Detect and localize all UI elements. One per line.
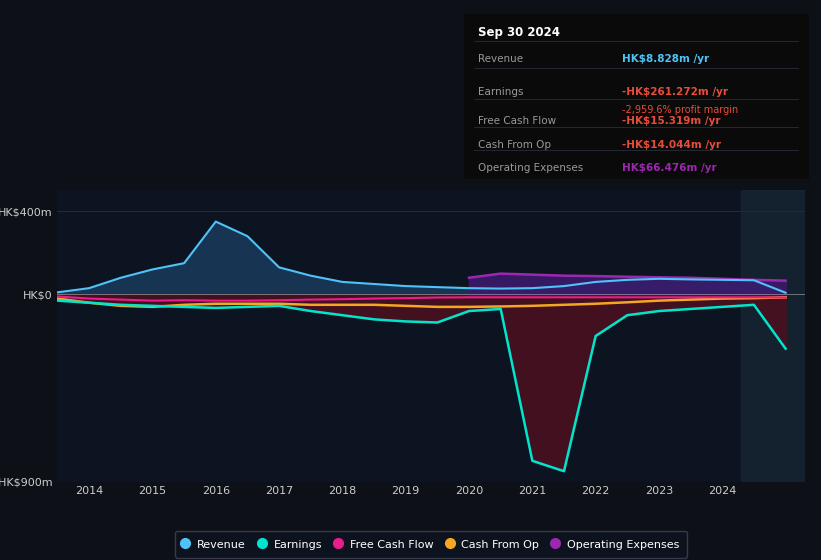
Text: Sep 30 2024: Sep 30 2024 [478,26,560,39]
Text: Revenue: Revenue [478,54,523,64]
Text: -HK$14.044m /yr: -HK$14.044m /yr [622,139,722,150]
Text: HK$8.828m /yr: HK$8.828m /yr [622,54,709,64]
Bar [741,190,805,482]
Text: Earnings: Earnings [478,87,523,97]
Text: -HK$261.272m /yr: -HK$261.272m /yr [622,87,728,97]
Text: -2,959.6% profit margin: -2,959.6% profit margin [622,105,739,115]
Legend: Revenue, Earnings, Free Cash Flow, Cash From Op, Operating Expenses: Revenue, Earnings, Free Cash Flow, Cash … [175,531,687,558]
Text: -HK$15.319m /yr: -HK$15.319m /yr [622,116,721,127]
Text: HK$66.476m /yr: HK$66.476m /yr [622,162,717,172]
Text: Operating Expenses: Operating Expenses [478,162,583,172]
Text: Free Cash Flow: Free Cash Flow [478,116,556,127]
Text: Cash From Op: Cash From Op [478,139,551,150]
